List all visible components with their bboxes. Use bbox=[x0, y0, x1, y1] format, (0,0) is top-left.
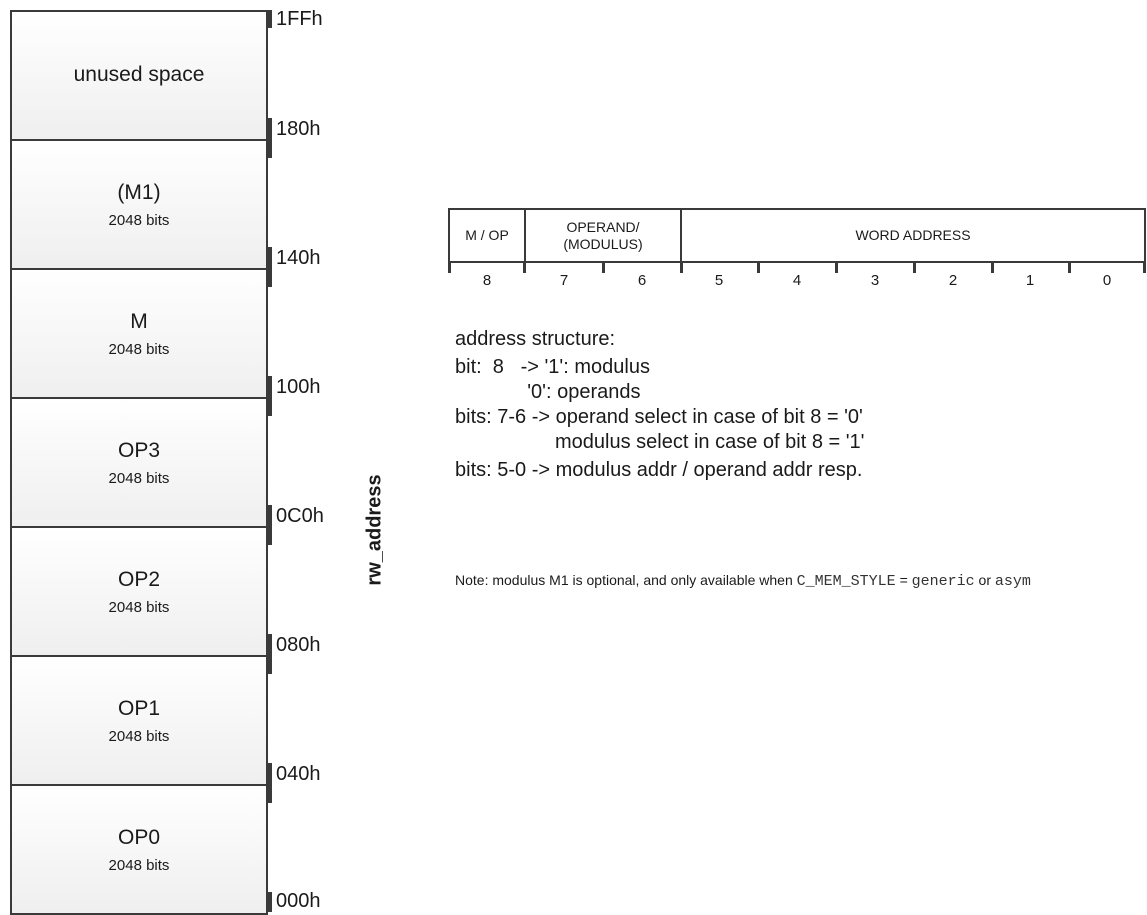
bit-tick bbox=[757, 263, 760, 273]
address-axis-label: rw_address bbox=[363, 474, 386, 586]
bit-number: 5 bbox=[714, 272, 724, 289]
register-field-operand: OPERAND/ (MODULUS) bbox=[524, 208, 682, 263]
memory-block-m: M 2048 bits bbox=[10, 268, 268, 399]
address-label: 040h bbox=[276, 763, 321, 785]
address-tick bbox=[268, 892, 272, 912]
bit-tick bbox=[523, 263, 526, 273]
description-line: address structure: bbox=[455, 328, 616, 350]
note-code-asym: asym bbox=[994, 573, 1031, 590]
memory-block-size: 2048 bits bbox=[108, 856, 170, 874]
note-prefix: Note: modulus M1 is optional, and only a… bbox=[455, 572, 797, 588]
bit-tick bbox=[602, 263, 605, 273]
bit-number: 1 bbox=[1025, 272, 1035, 289]
memory-block-label: OP0 bbox=[117, 826, 161, 850]
address-label: 0C0h bbox=[276, 505, 324, 527]
memory-block-label: OP2 bbox=[117, 568, 161, 592]
description-line: '0': operands bbox=[455, 381, 641, 403]
address-label: 100h bbox=[276, 376, 321, 398]
memory-block-size: 2048 bits bbox=[108, 340, 170, 358]
memory-block-label: OP1 bbox=[117, 697, 161, 721]
bit-number: 7 bbox=[559, 272, 569, 289]
bit-number: 4 bbox=[792, 272, 802, 289]
memory-block-size: 2048 bits bbox=[108, 727, 170, 745]
bit-tick bbox=[835, 263, 838, 273]
register-field-word-address: WORD ADDRESS bbox=[680, 208, 1146, 263]
bit-tick bbox=[991, 263, 994, 273]
memory-block-size: 2048 bits bbox=[108, 598, 170, 616]
address-tick bbox=[268, 376, 272, 416]
memory-block-label: M bbox=[130, 310, 148, 334]
note-equals: = bbox=[895, 572, 912, 588]
bit-tick bbox=[913, 263, 916, 273]
memory-block-label: OP3 bbox=[117, 439, 161, 463]
description-line: bit: 8 -> '1': modulus bbox=[455, 356, 650, 378]
memory-block-op0: OP0 2048 bits bbox=[10, 784, 268, 915]
bit-number: 2 bbox=[948, 272, 958, 289]
register-field-label: M / OP bbox=[465, 227, 509, 244]
bit-number: 8 bbox=[482, 272, 492, 289]
bit-tick bbox=[1068, 263, 1071, 273]
address-tick bbox=[268, 505, 272, 545]
memory-block-m1: (M1) 2048 bits bbox=[10, 139, 268, 270]
description-line: bits: 5-0 -> modulus addr / operand addr… bbox=[455, 459, 863, 481]
bit-number-row: 8 7 6 5 4 3 2 1 0 bbox=[448, 263, 1146, 289]
address-label: 140h bbox=[276, 247, 321, 269]
note-text: Note: modulus M1 is optional, and only a… bbox=[455, 567, 1145, 597]
bit-tick bbox=[680, 263, 683, 273]
register-field-m-op: M / OP bbox=[448, 208, 526, 263]
bit-tick bbox=[448, 263, 451, 273]
bit-number: 0 bbox=[1102, 272, 1112, 289]
register-field-label: OPERAND/ (MODULUS) bbox=[563, 219, 643, 252]
memory-block-op2: OP2 2048 bits bbox=[10, 526, 268, 657]
memory-block-unused: unused space bbox=[10, 10, 268, 141]
bit-tick bbox=[1143, 263, 1146, 273]
memory-block-size: 2048 bits bbox=[108, 469, 170, 487]
memory-block-op1: OP1 2048 bits bbox=[10, 655, 268, 786]
memory-block-label: unused space bbox=[73, 62, 205, 86]
address-label: 180h bbox=[276, 118, 321, 140]
address-tick bbox=[268, 118, 272, 158]
memory-block-size: 2048 bits bbox=[108, 211, 170, 229]
address-tick bbox=[268, 763, 272, 803]
address-tick bbox=[268, 10, 272, 28]
address-tick bbox=[268, 247, 272, 287]
memory-block-op3: OP3 2048 bits bbox=[10, 397, 268, 528]
bit-number: 6 bbox=[637, 272, 647, 289]
bit-number: 3 bbox=[870, 272, 880, 289]
memory-block-label: (M1) bbox=[117, 181, 161, 205]
address-label: 1FFh bbox=[276, 8, 323, 30]
register-field-label: WORD ADDRESS bbox=[855, 227, 971, 244]
address-label: 000h bbox=[276, 890, 321, 912]
note-code-mem-style: C_MEM_STYLE bbox=[796, 573, 896, 590]
description-line: modulus select in case of bit 8 = '1' bbox=[455, 431, 865, 453]
description-line: bits: 7-6 -> operand select in case of b… bbox=[455, 406, 863, 428]
note-or: or bbox=[974, 572, 995, 588]
address-tick bbox=[268, 634, 272, 674]
note-code-generic: generic bbox=[911, 573, 975, 590]
address-label: 080h bbox=[276, 634, 321, 656]
